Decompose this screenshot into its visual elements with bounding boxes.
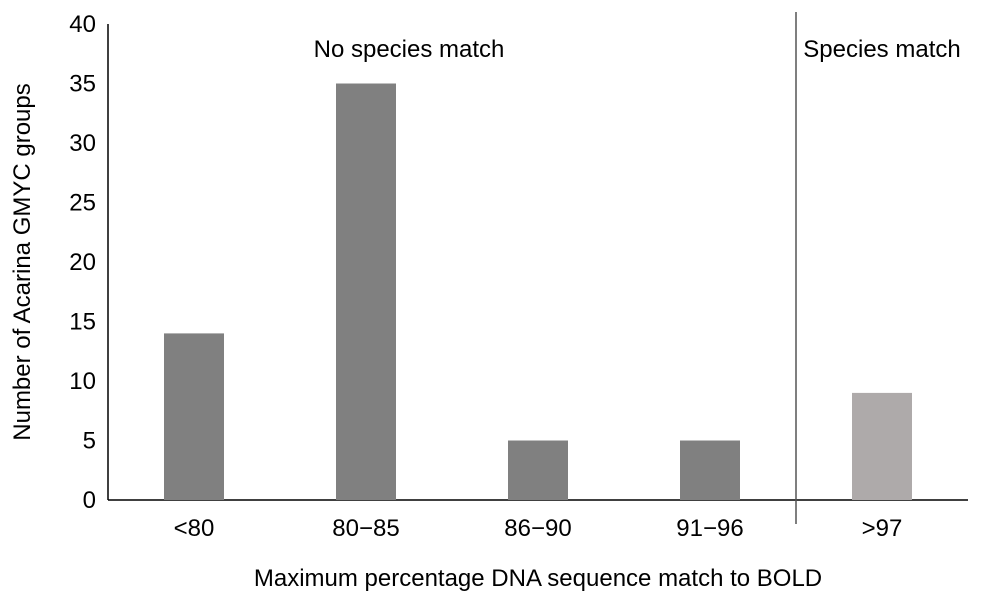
y-axis-ticks: 0 5 10 15 20 25 30 35 40 <box>69 11 96 514</box>
bar <box>680 440 740 500</box>
y-tick-label: 20 <box>69 249 96 276</box>
bar <box>164 333 224 500</box>
bars <box>164 83 912 500</box>
y-tick-label: 40 <box>69 11 96 38</box>
x-tick-label: <80 <box>174 515 215 542</box>
bar <box>508 440 568 500</box>
y-tick-label: 30 <box>69 130 96 157</box>
bar <box>336 83 396 500</box>
y-tick-label: 0 <box>83 487 96 514</box>
bar <box>852 392 912 500</box>
y-tick-label: 25 <box>69 190 96 217</box>
x-tick-label: 86−90 <box>504 515 571 542</box>
y-tick-label: 35 <box>69 71 96 98</box>
x-tick-label: >97 <box>862 515 903 542</box>
y-tick-label: 10 <box>69 368 96 395</box>
y-axis-title: Number of Acarina GMYC groups <box>9 83 36 440</box>
y-tick-label: 15 <box>69 309 96 336</box>
y-tick-label: 5 <box>83 428 96 455</box>
annotation-species-match: Species match <box>803 36 960 63</box>
x-tick-label: 91−96 <box>676 515 743 542</box>
x-tick-label: 80−85 <box>332 515 399 542</box>
x-axis-ticks: <80 80−85 86−90 91−96 >97 <box>174 515 903 542</box>
annotation-no-species-match: No species match <box>314 36 505 63</box>
x-axis-title: Maximum percentage DNA sequence match to… <box>254 565 822 592</box>
